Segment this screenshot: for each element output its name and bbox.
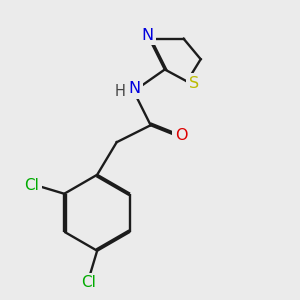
Text: O: O [175,128,188,142]
Text: Cl: Cl [82,275,96,290]
Text: S: S [189,76,199,91]
Text: N: N [128,81,140,96]
Text: N: N [142,28,154,43]
Text: Cl: Cl [25,178,40,193]
Text: H: H [114,84,125,99]
